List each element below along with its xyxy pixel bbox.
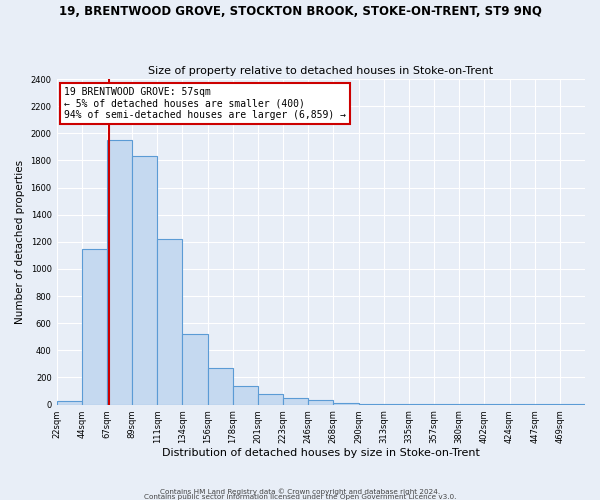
X-axis label: Distribution of detached houses by size in Stoke-on-Trent: Distribution of detached houses by size … [162,448,480,458]
Bar [82,248,107,404]
Bar [182,334,208,404]
Title: Size of property relative to detached houses in Stoke-on-Trent: Size of property relative to detached ho… [148,66,493,76]
Bar [208,368,233,405]
Bar [132,156,157,404]
Bar [56,401,82,404]
Bar [258,394,283,404]
Bar [308,400,334,404]
Bar [157,239,182,404]
Bar [233,386,258,404]
Bar [334,403,359,404]
Text: 19, BRENTWOOD GROVE, STOCKTON BROOK, STOKE-ON-TRENT, ST9 9NQ: 19, BRENTWOOD GROVE, STOCKTON BROOK, STO… [59,5,541,18]
Text: Contains public sector information licensed under the Open Government Licence v3: Contains public sector information licen… [144,494,456,500]
Y-axis label: Number of detached properties: Number of detached properties [15,160,25,324]
Text: 19 BRENTWOOD GROVE: 57sqm
← 5% of detached houses are smaller (400)
94% of semi-: 19 BRENTWOOD GROVE: 57sqm ← 5% of detach… [64,87,346,120]
Bar [283,398,308,404]
Text: Contains HM Land Registry data © Crown copyright and database right 2024.: Contains HM Land Registry data © Crown c… [160,488,440,495]
Bar [107,140,132,404]
